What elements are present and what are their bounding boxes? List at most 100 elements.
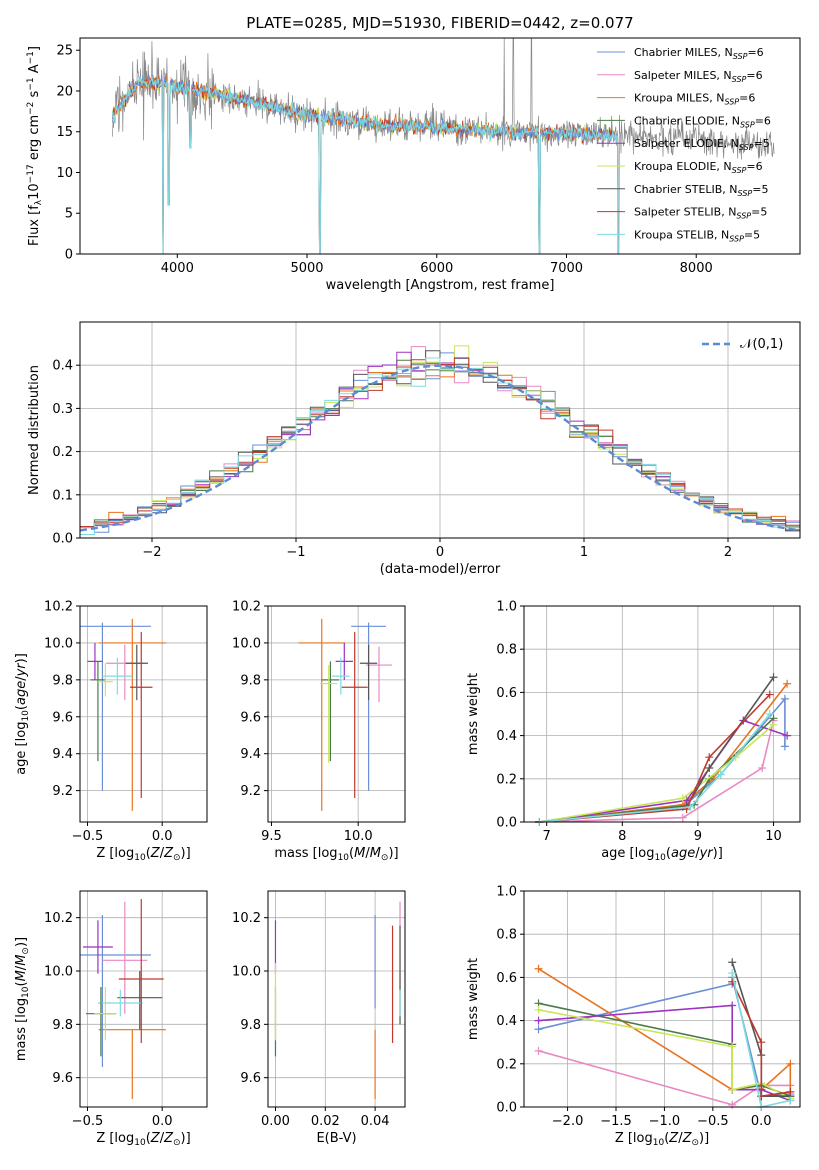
Z_age-ylabel: age [log10(age/yr)] <box>14 653 31 775</box>
legend-entry: Kroupa ELODIE, NSSP=6 <box>634 160 763 175</box>
residuals-xtick-label: 1 <box>580 545 588 560</box>
mass_age-ytick-label: 10.2 <box>232 600 261 615</box>
spectrum-xtick-label: 6000 <box>420 261 453 276</box>
age_weight-xtick-label: 10 <box>765 829 782 844</box>
age_weight-xtick-label: 7 <box>543 829 551 844</box>
weight-point <box>786 1096 795 1105</box>
residuals-xlabel: (data-model)/error <box>380 562 501 577</box>
Z_age-ytick-label: 9.8 <box>52 673 73 688</box>
weight-point <box>728 1085 737 1094</box>
weight-point <box>705 753 714 762</box>
Z_weight-xtick-label: −2.0 <box>552 1114 584 1129</box>
spectrum-ytick-label: 20 <box>56 84 73 99</box>
normal-curve <box>80 364 800 532</box>
weight-point <box>758 764 767 772</box>
legend-entry: Chabrier ELODIE, NSSP=6 <box>634 114 771 129</box>
residuals-histogram <box>80 371 800 529</box>
age_weight-xtick-label: 9 <box>694 829 702 844</box>
spectrum-model-line <box>111 77 619 254</box>
Z_mass-xlabel: Z [log10(Z/Z⊙)] <box>96 1131 190 1148</box>
weight-point <box>728 969 737 978</box>
weight-point <box>765 690 774 699</box>
spectrum-ytick-label: 5 <box>65 207 73 222</box>
spectrum-xtick-label: 7000 <box>550 261 583 276</box>
weight-point <box>728 1100 737 1109</box>
weight-line <box>731 972 791 1107</box>
spectrum-ylabel: Flux [fλ10−17 erg cm−2 s−1 A−1] <box>26 46 44 246</box>
spectrum-xlabel: wavelength [Angstrom, rest frame] <box>326 278 555 293</box>
weight-point <box>678 794 687 803</box>
Z_weight-ytick-label: 0.8 <box>496 928 517 943</box>
Z_mass-ytick-label: 9.8 <box>52 1018 73 1033</box>
legend-entry: Salpeter ELODIE, NSSP=5 <box>634 137 770 152</box>
age_weight-ytick-label: 0.2 <box>496 772 517 787</box>
residuals-xtick-label: −1 <box>286 545 305 560</box>
mass_age-frame <box>267 605 406 823</box>
spectrum-model-line <box>111 76 619 254</box>
Z_weight-ytick-label: 0.4 <box>496 1014 517 1029</box>
spectrum-ytick-label: 15 <box>56 125 73 140</box>
Z_weight-xtick-label: 0.0 <box>751 1114 772 1129</box>
legend-entry: Kroupa STELIB, NSSP=5 <box>634 228 760 243</box>
weight-point <box>728 958 737 967</box>
mass_age-xlabel: mass [log10(M/M⊙)] <box>274 846 398 863</box>
mass_age-xtick-label: 9.5 <box>261 829 282 844</box>
weight-point <box>728 1042 737 1051</box>
mass_age-ytick-label: 9.8 <box>240 673 261 688</box>
Z_mass-xtick-label: 0.0 <box>152 1114 173 1129</box>
residuals-ytick-label: 0.0 <box>52 532 73 547</box>
weight-point <box>783 679 792 688</box>
weight-point <box>678 813 687 822</box>
age_weight-ytick-label: 0.8 <box>496 643 517 658</box>
Z_weight-ytick-label: 0.2 <box>496 1057 517 1072</box>
spectrum-ytick-label: 10 <box>56 166 73 181</box>
Z_weight-ytick-label: 0.0 <box>496 1101 517 1116</box>
Z_age-xtick-label: 0.0 <box>152 829 173 844</box>
Z_age-ytick-label: 9.4 <box>52 747 73 762</box>
residuals-ytick-label: 0.2 <box>52 445 73 460</box>
weight-point <box>716 770 725 779</box>
Z_age-ytick-label: 9.2 <box>52 784 73 799</box>
mass_age-ytick-label: 9.6 <box>240 710 261 725</box>
weight-point <box>780 742 789 751</box>
spectrum-model-line <box>111 75 619 254</box>
Z_weight-ytick-label: 1.0 <box>496 885 517 900</box>
ebv_mass-ytick-label: 9.6 <box>240 1071 261 1086</box>
residuals-xtick-label: 0 <box>436 545 444 560</box>
residuals-xtick-label: −2 <box>142 545 161 560</box>
spectrum-xtick-label: 8000 <box>680 261 713 276</box>
ebv_mass-frame <box>267 890 406 1108</box>
legend-entry: Kroupa MILES, NSSP=6 <box>634 92 755 107</box>
weight-point <box>534 1025 543 1034</box>
ebv_mass-xtick-label: 0.02 <box>311 1114 340 1129</box>
weight-line <box>731 981 791 1098</box>
ebv_mass-xlabel: E(B-V) <box>316 1131 356 1146</box>
age_weight-frame <box>523 605 801 823</box>
weight-point <box>534 1046 543 1055</box>
residuals-ytick-label: 0.3 <box>52 402 73 417</box>
legend-entry: Chabrier STELIB, NSSP=5 <box>634 183 768 198</box>
weight-point <box>786 1059 795 1068</box>
spectrum-frame <box>79 37 801 255</box>
age_weight-ytick-label: 0.6 <box>496 686 517 701</box>
weight-line <box>539 713 771 822</box>
mass_age-ytick-label: 10.0 <box>232 636 261 651</box>
spectrum-ytick-label: 0 <box>65 248 73 263</box>
Z_age-ytick-label: 10.2 <box>44 600 73 615</box>
Z_weight-xtick-label: −1.0 <box>649 1114 681 1129</box>
weight-point <box>728 1001 737 1010</box>
residuals-histogram <box>80 359 800 528</box>
weight-line <box>538 724 775 822</box>
ebv_mass-ytick-label: 10.0 <box>232 965 261 980</box>
mass_age-ytick-label: 9.4 <box>240 747 261 762</box>
age_weight-ylabel: mass weight <box>466 673 481 755</box>
weight-point <box>757 1038 766 1047</box>
Z_age-frame <box>79 605 208 823</box>
spectrum-model-line <box>111 74 619 254</box>
Z_age-ytick-label: 9.6 <box>52 710 73 725</box>
spectrum-xtick-label: 5000 <box>290 261 323 276</box>
Z_mass-ytick-label: 10.2 <box>44 911 73 926</box>
weight-point <box>731 753 740 762</box>
Z_age-xtick-label: −0.5 <box>72 829 104 844</box>
